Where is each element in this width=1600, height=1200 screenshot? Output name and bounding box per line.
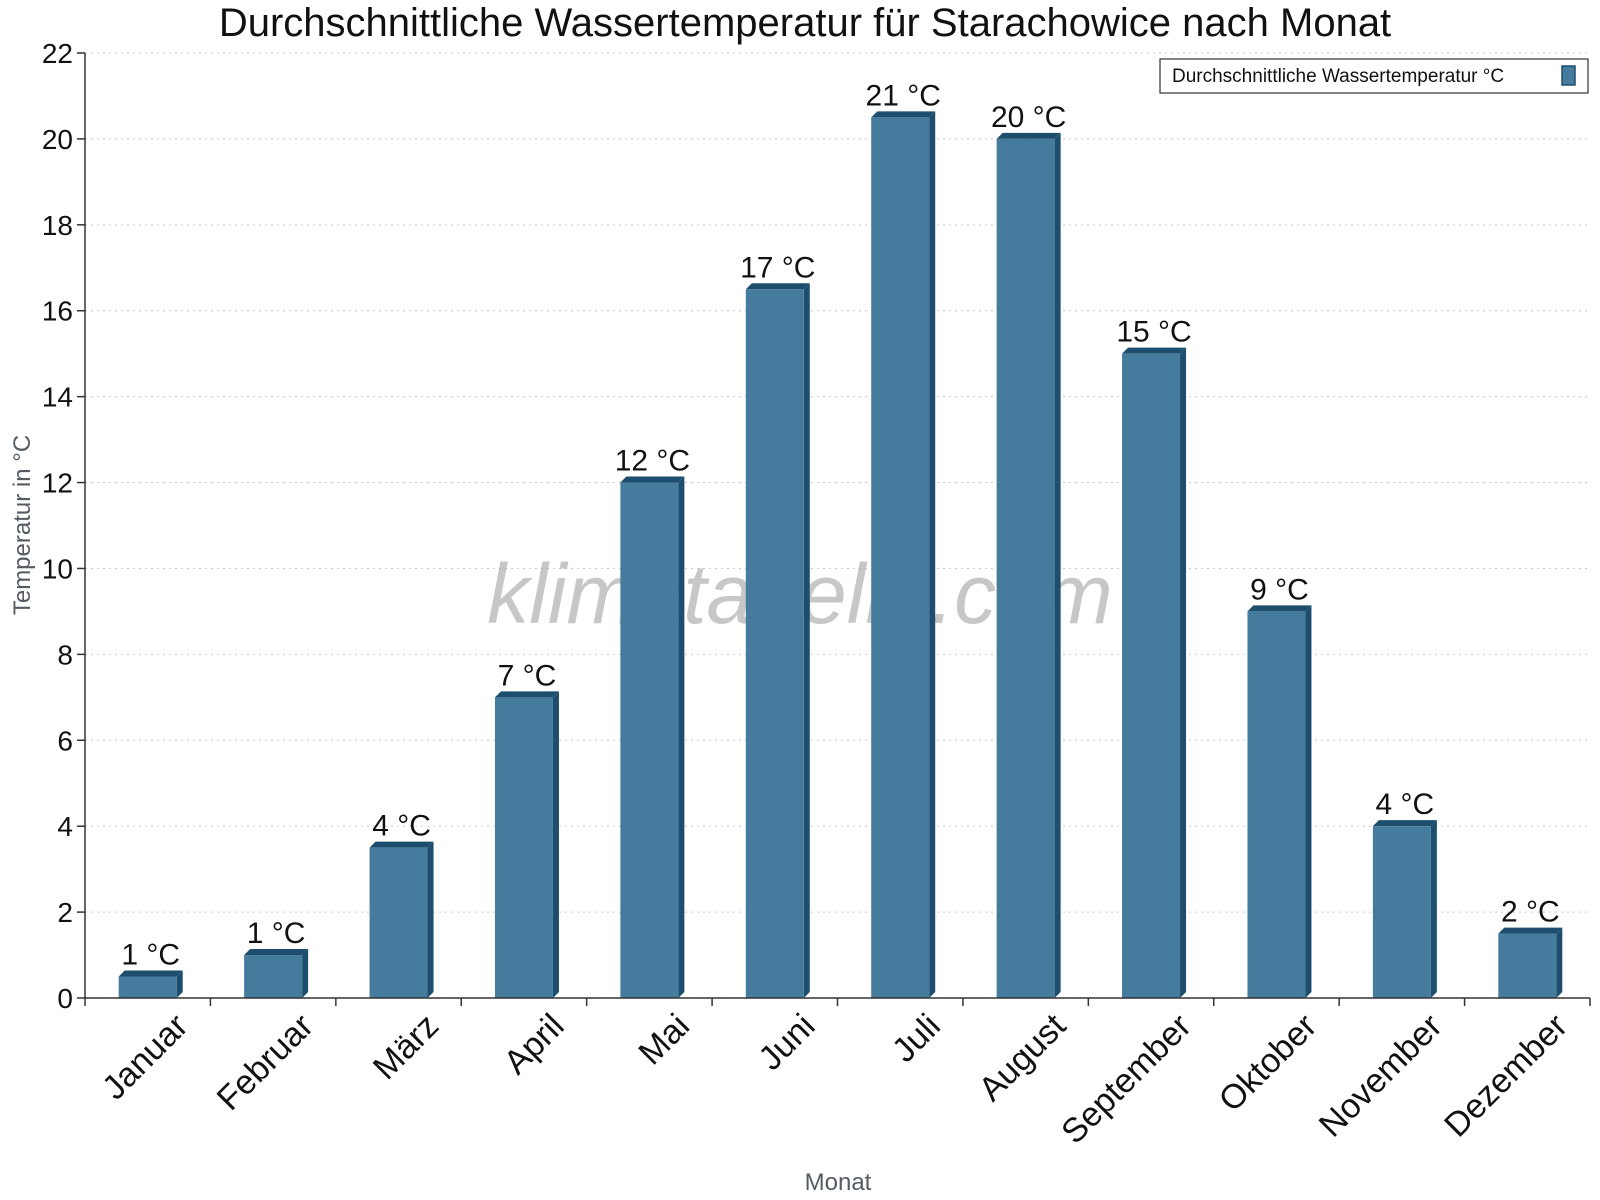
bar-3 <box>369 841 434 998</box>
bar-top <box>1122 347 1187 354</box>
bar-8 <box>996 132 1061 999</box>
bar-side <box>1305 605 1312 998</box>
bar-5 <box>620 476 685 999</box>
bar-top <box>745 283 810 290</box>
bar-face <box>996 138 1055 999</box>
x-category-label: August <box>972 1006 1074 1108</box>
bar-top <box>1498 927 1563 934</box>
bar-4 <box>494 691 559 998</box>
data-label: 4 °C <box>1376 788 1435 821</box>
bar-side <box>1556 927 1563 998</box>
y-tick-label: 20 <box>42 124 73 155</box>
bar-face <box>1122 353 1181 998</box>
y-tick-label: 22 <box>42 38 73 69</box>
bar-side <box>1180 347 1187 998</box>
legend-label: Durchschnittliche Wassertemperatur °C <box>1172 66 1504 87</box>
chart-title: Durchschnittliche Wassertemperatur für S… <box>219 1 1391 45</box>
data-label: 4 °C <box>372 810 431 843</box>
y-tick-label: 16 <box>42 296 73 327</box>
bar-11 <box>1372 820 1437 998</box>
bar-face <box>118 976 177 998</box>
legend-swatch <box>1561 65 1576 86</box>
bar-side <box>176 970 183 998</box>
bar-top <box>996 132 1061 139</box>
y-tick-label: 8 <box>57 639 73 670</box>
grid-layer <box>85 52 1590 913</box>
bar-face <box>1247 611 1306 998</box>
x-category-label: Oktober <box>1212 1007 1324 1119</box>
bar-face <box>494 697 553 998</box>
bar-7 <box>871 111 936 998</box>
y-tick-label: 10 <box>42 553 73 584</box>
bar-face <box>620 482 679 999</box>
x-category-label: Juni <box>751 1007 822 1078</box>
bar-1 <box>118 970 183 998</box>
y-tick-label: 0 <box>57 983 73 1014</box>
y-tick-label: 18 <box>42 210 73 241</box>
x-category-label: Dezember <box>1437 1007 1575 1145</box>
bar-top <box>871 111 936 118</box>
bar-face <box>1372 826 1431 998</box>
bar-12 <box>1498 927 1563 998</box>
y-tick-label: 14 <box>42 382 73 413</box>
data-label: 17 °C <box>740 251 815 284</box>
bar-side <box>1054 132 1061 999</box>
x-axis-title: Monat <box>805 1169 872 1196</box>
y-tick-label: 12 <box>42 468 73 499</box>
data-label: 21 °C <box>866 79 941 112</box>
x-category-label: März <box>366 1007 446 1087</box>
legend-box <box>1159 58 1589 94</box>
bar-face <box>1498 933 1557 998</box>
y-tick-label: 2 <box>57 897 73 928</box>
bar-side <box>929 111 936 998</box>
bar-6 <box>745 283 810 998</box>
bar-9 <box>1122 347 1187 998</box>
x-category-label: April <box>497 1007 572 1082</box>
bar-10 <box>1247 605 1312 998</box>
y-tick-label: 6 <box>57 725 73 756</box>
bar-side <box>678 476 685 999</box>
data-label: 15 °C <box>1116 316 1191 349</box>
bar-face <box>369 847 428 998</box>
bar-2 <box>244 949 309 998</box>
x-category-label: November <box>1312 1007 1450 1145</box>
data-label: 9 °C <box>1250 573 1309 606</box>
bar-top <box>1247 605 1312 612</box>
bar-top <box>369 841 434 848</box>
x-category-label: Juli <box>885 1007 948 1070</box>
bar-side <box>552 691 559 998</box>
x-category-label: Mai <box>631 1007 697 1073</box>
data-label: 20 °C <box>991 101 1066 134</box>
bar-side <box>302 949 309 998</box>
legend: Durchschnittliche Wassertemperatur °C <box>1159 58 1589 94</box>
data-label: 1 °C <box>247 917 306 950</box>
x-category-label: September <box>1054 1007 1198 1151</box>
x-category-label: Januar <box>95 1007 195 1107</box>
y-tick-label: 4 <box>57 811 73 842</box>
bar-side <box>803 283 810 998</box>
data-label: 1 °C <box>121 939 180 972</box>
bar-side <box>1430 820 1437 998</box>
bar-top <box>1372 820 1437 827</box>
data-label: 7 °C <box>498 659 557 692</box>
bar-top <box>620 476 685 483</box>
bar-top <box>118 970 183 977</box>
bar-top <box>494 691 559 698</box>
bar-face <box>244 955 303 998</box>
y-axis-title: Temperatur in °C <box>9 435 36 615</box>
bar-side <box>427 841 434 998</box>
bars-layer: 1 °C 1 °C 4 °C 7 °C 12 °C 17 °C 21 °C 20 °C 15 °… <box>118 79 1563 999</box>
bar-face <box>745 289 804 998</box>
bar-face <box>871 117 930 998</box>
data-label: 12 °C <box>615 445 690 478</box>
x-category-label: Februar <box>210 1007 321 1118</box>
data-label: 2 °C <box>1501 896 1560 929</box>
bar-top <box>244 949 309 956</box>
